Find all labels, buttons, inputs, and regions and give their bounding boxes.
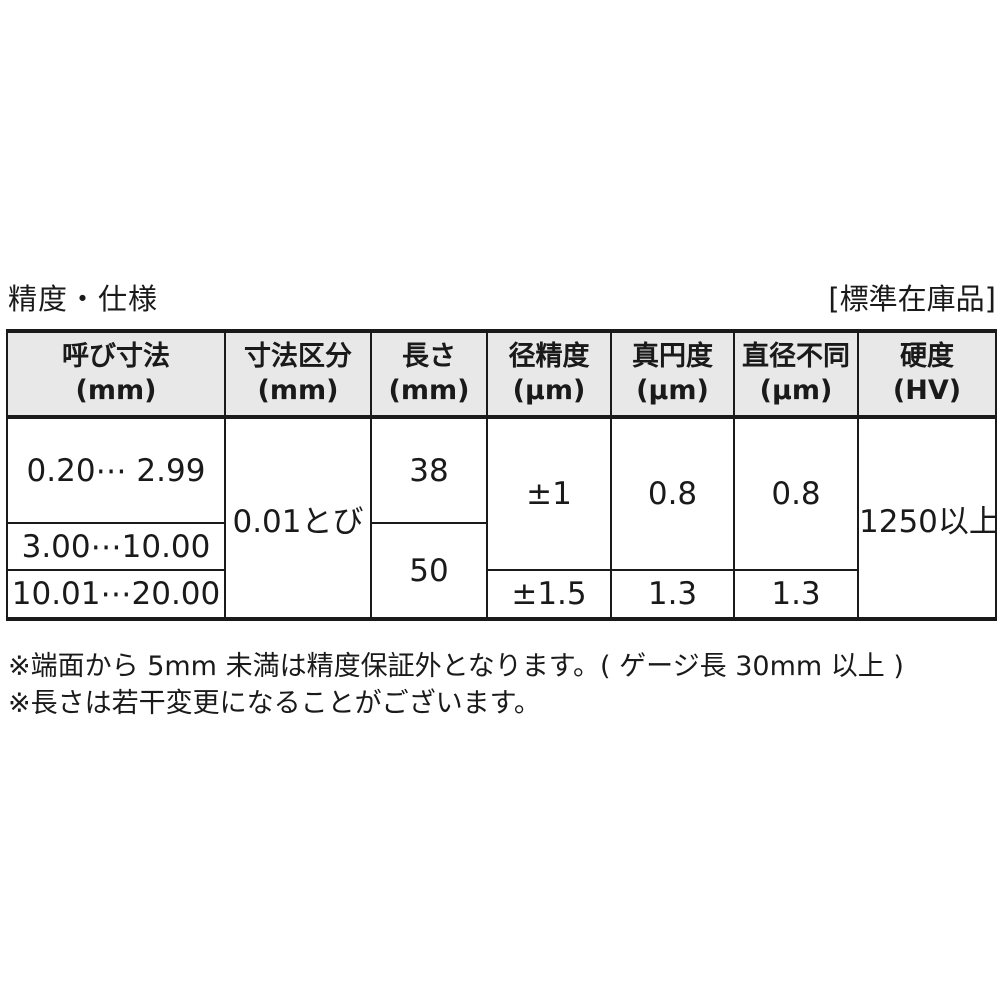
- column-title: 寸法区分: [244, 341, 352, 373]
- cell-hardness: 1250以上: [857, 416, 997, 620]
- header-row: 呼び寸法 (mm) 寸法区分 (mm) 長さ (mm) 径精度 (μm) 真円度: [6, 330, 997, 419]
- stock-status-label: [標準在庫品]: [828, 282, 996, 316]
- cell-diameter-variation-1: 0.8: [733, 416, 859, 571]
- cell-diameter-accuracy-2: ±1.5: [486, 569, 612, 620]
- column-title: 直径不同: [742, 341, 850, 373]
- table-row: 0.20⋯ 2.99 0.01とび 38 ±1 0.8 0.8 1250以上: [6, 416, 997, 620]
- cell-roundness-2: 1.3: [610, 569, 735, 620]
- column-title: 真円度: [632, 341, 713, 373]
- column-header-nominal-size: 呼び寸法 (mm): [6, 330, 226, 419]
- cell-diameter-accuracy-1: ±1: [486, 416, 612, 571]
- column-header-length: 長さ (mm): [370, 330, 488, 419]
- cell-roundness-1: 0.8: [610, 416, 735, 571]
- column-unit: (mm): [257, 375, 339, 406]
- column-unit: (mm): [388, 375, 470, 406]
- column-unit: (mm): [75, 375, 157, 406]
- column-header-size-step: 寸法区分 (mm): [224, 330, 372, 419]
- table-row: 3.00⋯10.00 50: [6, 522, 996, 620]
- column-title: 径精度: [508, 341, 590, 373]
- page-title: 精度・仕様: [8, 282, 159, 316]
- column-unit: (μm): [512, 375, 586, 406]
- column-unit: (HV): [892, 375, 962, 406]
- column-header-roundness: 真円度 (μm): [610, 330, 735, 419]
- column-unit: (μm): [759, 375, 833, 406]
- cell-size-range-2: 3.00⋯10.00: [6, 522, 226, 571]
- column-title: 硬度: [900, 341, 954, 373]
- column-title: 長さ: [402, 341, 456, 373]
- spec-table: 呼び寸法 (mm) 寸法区分 (mm) 長さ (mm) 径精度 (μm) 真円度: [6, 329, 997, 621]
- footnote-accuracy-guarantee: ※端面から 5mm 未満は精度保証外となります。( ゲージ長 30mm 以上 ): [8, 651, 904, 682]
- table-row: 10.01⋯20.00 ±1.5 1.3 1.3: [6, 569, 996, 620]
- cell-size-range-3: 10.01⋯20.00: [6, 569, 226, 620]
- column-title: 呼び寸法: [62, 341, 170, 373]
- column-header-hardness: 硬度 (HV): [857, 330, 997, 419]
- footnote-length-change: ※長さは若干変更になることがございます。: [8, 688, 541, 719]
- cell-diameter-variation-2: 1.3: [733, 569, 859, 620]
- footnotes: ※端面から 5mm 未満は精度保証外となります。( ゲージ長 30mm 以上 )…: [8, 648, 992, 722]
- cell-length-50: 50: [370, 522, 488, 620]
- cell-length-38: 38: [370, 416, 488, 524]
- cell-size-range-1: 0.20⋯ 2.99: [6, 416, 226, 524]
- title-row: 精度・仕様 [標準在庫品]: [8, 276, 996, 318]
- column-unit: (μm): [636, 375, 709, 406]
- cell-size-increment: 0.01とび: [224, 416, 372, 620]
- column-header-diameter-variation: 直径不同 (μm): [733, 330, 859, 419]
- column-header-diameter-accuracy: 径精度 (μm): [486, 330, 612, 419]
